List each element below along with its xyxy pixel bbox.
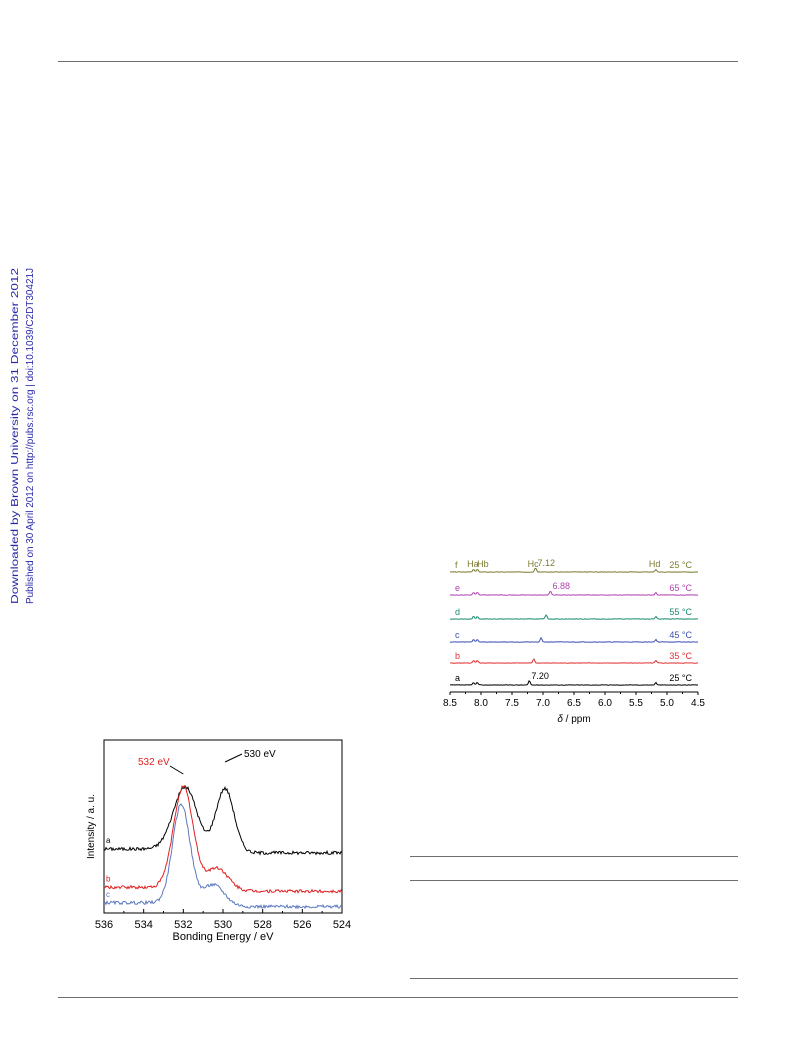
nmr-trace-f xyxy=(449,568,699,573)
xps-annotation-530: 530 eV xyxy=(244,749,276,760)
xps-x-tick-label: 524 xyxy=(333,919,351,931)
nmr-assignment-ha: Ha xyxy=(467,559,479,569)
nmr-trace-b xyxy=(449,658,699,664)
nmr-x-tick-label: 4.5 xyxy=(691,698,705,709)
nmr-trace-e xyxy=(449,590,699,596)
xps-trace-label-c: c xyxy=(106,890,110,899)
xps-trace-a xyxy=(103,784,343,856)
xps-x-tick-label: 536 xyxy=(95,919,113,931)
nmr-assignment-hb: Hb xyxy=(477,559,489,569)
nmr-x-tick-label: 6.5 xyxy=(567,698,581,709)
nmr-trace-a xyxy=(449,680,699,686)
xps-figure: 536 534 532 530 528 526 524 Bonding Energy / eV… xyxy=(82,738,354,950)
xps-trace-c xyxy=(103,803,343,910)
nmr-assignment-hc: Hc xyxy=(528,559,539,569)
xps-x-axis-title: Bonding Energy / eV xyxy=(173,931,275,943)
nmr-peak-shift-label-f: 7.12 xyxy=(538,558,556,568)
nmr-peak-shift-label-e: 6.88 xyxy=(552,581,570,591)
xps-y-axis-title: Intensity / a. u. xyxy=(86,794,97,859)
nmr-trace-label-e: e xyxy=(455,583,460,593)
table-rule-top xyxy=(410,856,738,857)
table-rule-bottom xyxy=(410,978,738,979)
nmr-figure: 8.5 8.0 7.5 7.0 6.5 6.0 5.5 5.0 4.5 δ / ppm a 25 °C… xyxy=(440,552,710,737)
nmr-x-tick-label: 8.5 xyxy=(443,698,457,709)
nmr-x-tick-label: 5.0 xyxy=(660,698,674,709)
nmr-trace-c xyxy=(449,636,699,643)
nmr-x-tick-label: 8.0 xyxy=(474,698,488,709)
xps-trace-label-a: a xyxy=(106,836,111,845)
nmr-spectra-chart: 8.5 8.0 7.5 7.0 6.5 6.0 5.5 5.0 4.5 δ / ppm a 25 °C… xyxy=(443,558,705,725)
nmr-x-tick-label: 6.0 xyxy=(598,698,612,709)
xps-trace-b xyxy=(103,785,343,894)
nmr-temperature-a: 25 °C xyxy=(669,673,692,683)
xps-x-tick-label: 528 xyxy=(253,919,271,931)
xps-annotation-530-arrow xyxy=(224,753,243,763)
xps-o1s-chart: 536 534 532 530 528 526 524 Bonding Energy / eV… xyxy=(86,739,351,943)
nmr-temperature-b: 35 °C xyxy=(669,651,692,661)
footer-rule xyxy=(58,997,738,998)
nmr-trace-d xyxy=(449,614,699,620)
nmr-trace-label-f: f xyxy=(455,560,458,570)
xps-x-tick-label: 530 xyxy=(214,919,232,931)
nmr-temperature-d: 55 °C xyxy=(669,607,692,617)
xps-x-tick-label: 532 xyxy=(174,919,192,931)
xps-annotation-532-arrow xyxy=(169,765,184,775)
nmr-trace-label-a: a xyxy=(455,673,460,683)
download-watermark: Downloaded by Brown University on 31 Dec… xyxy=(4,268,40,604)
watermark-published-line: Published on 30 April 2012 on http://pub… xyxy=(24,268,36,604)
nmr-trace-label-b: b xyxy=(455,651,460,661)
nmr-trace-label-c: c xyxy=(455,630,460,640)
xps-annotation-532: 532 eV xyxy=(138,757,170,768)
nmr-temperature-f: 25 °C xyxy=(669,560,692,570)
nmr-assignment-hd: Hd xyxy=(649,559,661,569)
nmr-peak-shift-label-a: 7.20 xyxy=(531,671,549,681)
nmr-trace-label-d: d xyxy=(455,607,460,617)
nmr-temperature-c: 45 °C xyxy=(669,630,692,640)
nmr-x-axis-symbol: δ xyxy=(557,714,563,725)
xps-trace-label-b: b xyxy=(106,875,111,884)
table-rule-header xyxy=(410,880,738,881)
xps-x-tick-label: 534 xyxy=(134,919,152,931)
watermark-download-line: Downloaded by Brown University on 31 Dec… xyxy=(9,268,21,604)
nmr-x-axis-unit: / ppm xyxy=(563,714,591,725)
nmr-x-tick-label: 7.0 xyxy=(536,698,550,709)
nmr-x-tick-label: 5.5 xyxy=(629,698,643,709)
nmr-temperature-e: 65 °C xyxy=(669,583,692,593)
xps-x-tick-label: 526 xyxy=(293,919,311,931)
header-rule xyxy=(58,61,738,62)
nmr-x-tick-label: 7.5 xyxy=(505,698,519,709)
nmr-x-axis-title: δ / ppm xyxy=(557,714,590,725)
